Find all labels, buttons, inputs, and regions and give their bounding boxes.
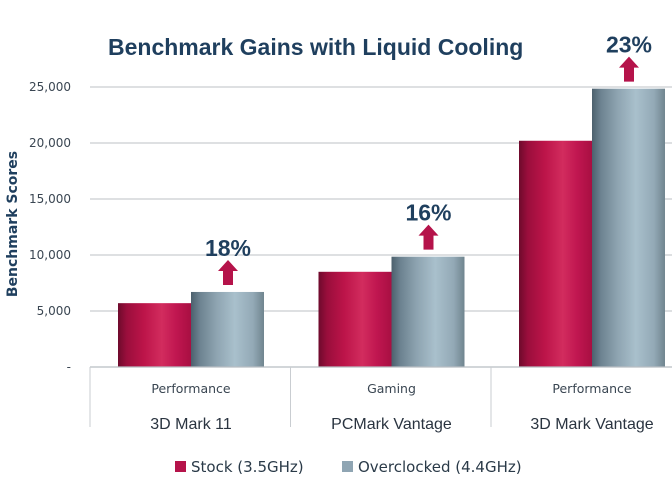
legend-label-stock: Stock (3.5GHz) [191, 458, 304, 476]
y-tick-label: 10,000 [29, 248, 71, 262]
bar-overclocked [191, 291, 264, 367]
chart-title: Benchmark Gains with Liquid Cooling [108, 34, 523, 60]
legend-label-overclocked: Overclocked (4.4GHz) [358, 458, 522, 476]
x-axis: Performance 3D Mark 11 Gaming PCMark Vantag… [89, 366, 672, 433]
gain-annotation: 16% [405, 200, 452, 250]
gain-percent-label: 18% [205, 235, 251, 261]
bar-stock [118, 303, 191, 367]
bars [118, 88, 665, 368]
legend-item-stock[interactable]: Stock (3.5GHz) [175, 458, 304, 476]
y-tick-label: 20,000 [29, 136, 71, 150]
legend-item-overclocked[interactable]: Overclocked (4.4GHz) [342, 458, 522, 476]
category-subtitle: Performance [552, 381, 632, 396]
gain-percent-label: 16% [405, 200, 451, 226]
bar-overclocked [391, 256, 465, 367]
up-arrow-icon [218, 259, 238, 285]
y-tick-label: 5,000 [37, 304, 71, 318]
category-label: 3D Mark 11 [150, 416, 232, 433]
y-axis-label: Benchmark Scores [5, 151, 21, 297]
category-subtitle: Gaming [367, 381, 416, 396]
gain-annotations: 18% 16% 23% [205, 32, 652, 285]
legend-swatch-overclocked [342, 461, 353, 472]
gain-percent-label: 23% [606, 32, 652, 58]
legend: Stock (3.5GHz) Overclocked (4.4GHz) [175, 458, 522, 476]
up-arrow-icon [418, 224, 439, 250]
y-tick-label: - [67, 360, 71, 374]
bar-stock [318, 271, 392, 367]
category-label: 3D Mark Vantage [530, 416, 653, 433]
up-arrow-icon [619, 56, 639, 82]
bar-overclocked [592, 88, 665, 368]
category-subtitle: Performance [151, 381, 231, 396]
y-tick-label: 15,000 [29, 192, 71, 206]
bar-stock [519, 140, 592, 367]
category-label: PCMark Vantage [331, 416, 452, 433]
legend-swatch-stock [175, 461, 186, 472]
y-tick-label: 25,000 [29, 80, 71, 94]
gain-annotation: 23% [606, 32, 652, 82]
gain-annotation: 18% [205, 235, 251, 285]
y-axis-ticks: - 5,000 10,000 15,000 20,000 25,000 [29, 80, 71, 374]
